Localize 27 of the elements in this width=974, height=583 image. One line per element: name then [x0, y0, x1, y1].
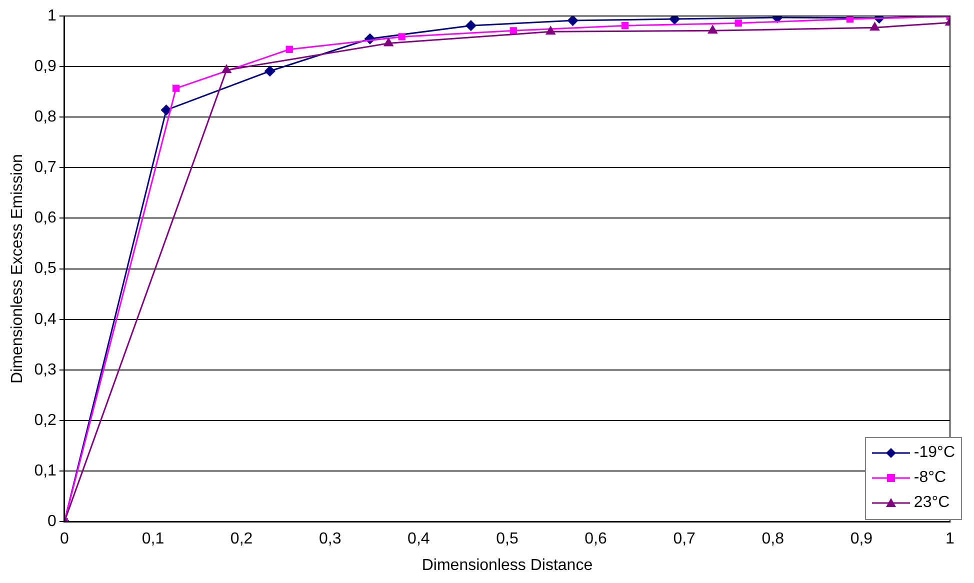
legend-label: -8°C	[914, 469, 946, 488]
x-tick-label: 0,4	[408, 530, 430, 548]
x-tick-label: 0	[60, 530, 69, 548]
y-tick-label: 0,6	[34, 210, 57, 227]
y-tick-label: 0,8	[34, 108, 57, 126]
y-tick-label: 0	[48, 513, 57, 530]
y-axis-title: Dimensionless Excess Emission	[9, 154, 26, 384]
y-tick-label: 0,9	[34, 58, 57, 75]
y-tick-label: 0,7	[34, 159, 57, 176]
x-axis-title: Dimensionless Distance	[422, 556, 593, 574]
y-tick-label: 0,5	[34, 260, 57, 278]
x-tick-label: 1	[946, 530, 955, 548]
y-tick-label: 0,1	[34, 462, 57, 480]
y-tick-label: 1	[48, 7, 57, 24]
x-tick-label: 0,6	[584, 530, 607, 548]
x-tick-label: 0,3	[318, 530, 342, 548]
x-tick-label: 0,5	[496, 530, 518, 548]
x-tick-label: 0,2	[230, 530, 253, 548]
x-tick-label: 0,8	[762, 530, 784, 548]
y-tick-label: 0,4	[34, 310, 57, 328]
y-tick-label: 0,2	[34, 412, 57, 429]
legend-label: 23°C	[914, 494, 950, 512]
x-tick-label: 0,7	[673, 530, 696, 548]
legend-label: -19°C	[914, 444, 955, 462]
y-tick-label: 0,3	[34, 361, 57, 378]
x-tick-label: 0,9	[850, 530, 873, 548]
x-tick-label: 0,1	[142, 530, 164, 548]
